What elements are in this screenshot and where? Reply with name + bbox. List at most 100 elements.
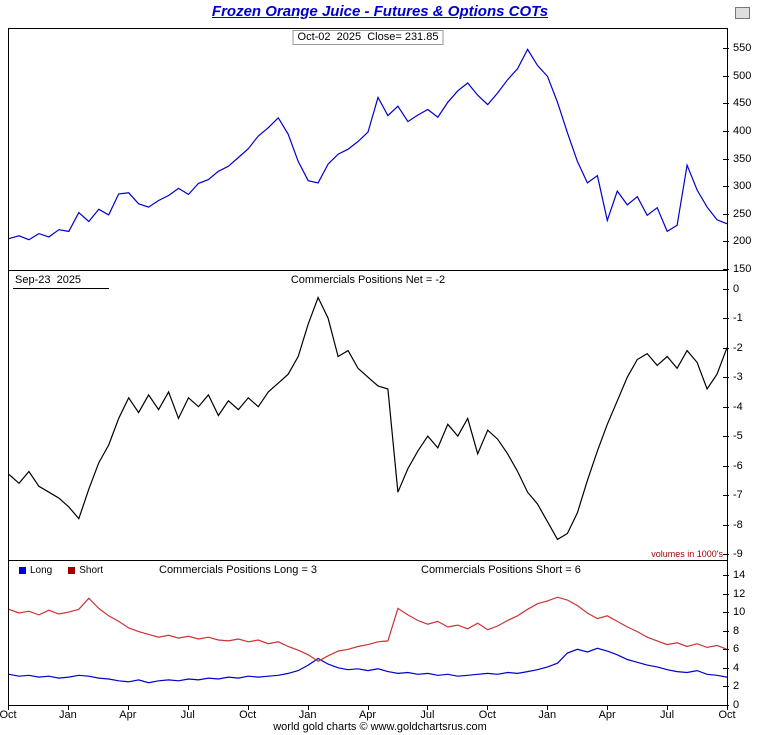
short-legend-swatch — [68, 567, 76, 574]
y-tick-mark — [723, 524, 729, 526]
y-tick-mark — [723, 612, 729, 614]
short-legend-label: Short — [79, 565, 104, 576]
y-tick-mark — [723, 465, 729, 467]
y-tick-mark — [723, 158, 729, 160]
window-icon[interactable] — [735, 7, 750, 19]
y-tick-label: -3 — [733, 371, 743, 384]
y-tick-label: 350 — [733, 152, 752, 165]
x-tick-label: Apr — [119, 709, 137, 721]
x-tick-mark — [127, 706, 129, 710]
y-tick-label: -2 — [733, 341, 743, 354]
x-tick-label: Jan — [59, 709, 77, 721]
y-tick-label: 12 — [733, 587, 746, 600]
y-tick-mark — [723, 377, 729, 379]
y-tick-label: -1 — [733, 312, 743, 325]
y-tick-mark — [723, 213, 729, 215]
x-tick-mark — [727, 706, 728, 710]
x-tick-label: Jan — [298, 709, 317, 721]
y-tick-label: 10 — [733, 606, 746, 619]
long-legend-swatch — [19, 567, 26, 574]
y-tick-label: -8 — [733, 518, 743, 531]
price-line — [9, 48, 727, 241]
y-tick-mark — [723, 186, 729, 188]
x-tick-mark — [547, 706, 549, 710]
volumes-note: volumes in 1000's — [651, 549, 723, 559]
long-line — [9, 647, 727, 684]
close-value-label: Oct-02 2025 Close= 231.85 — [292, 30, 444, 45]
y-tick-label: 400 — [733, 125, 752, 138]
y-tick-mark — [723, 318, 729, 320]
y-tick-label: -4 — [733, 400, 743, 413]
y-tick-mark — [723, 75, 729, 77]
report-date-label: Sep-23 2025 — [13, 274, 110, 289]
y-tick-label: 0 — [733, 699, 740, 711]
chart-title: Frozen Orange Juice - Futures & Options … — [211, 3, 549, 20]
y-tick-mark — [723, 593, 729, 595]
net-chart — [9, 295, 727, 541]
x-tick-label: Jul — [420, 709, 435, 721]
net-line — [9, 295, 727, 541]
y-tick-mark — [723, 347, 729, 349]
y-tick-label: 14 — [733, 568, 746, 581]
x-tick-mark — [8, 706, 9, 710]
y-tick-mark — [723, 554, 729, 556]
x-tick-label: Apr — [358, 709, 377, 721]
y-tick-label: 4 — [733, 661, 740, 674]
x-tick-label: Oct — [239, 709, 257, 721]
long-position-label: Commercials Positions Long = 3 — [159, 564, 318, 576]
y-tick-label: 250 — [733, 207, 752, 220]
y-tick-mark — [723, 288, 729, 290]
x-tick-mark — [607, 706, 609, 710]
x-tick-label: Jan — [538, 709, 557, 721]
short-line — [9, 596, 727, 662]
long-short-chart — [9, 596, 727, 684]
y-tick-mark — [723, 630, 729, 632]
y-tick-label: 200 — [733, 235, 752, 248]
y-tick-label: 8 — [733, 624, 740, 637]
x-tick-label: Oct — [0, 709, 17, 721]
y-tick-label: 150 — [733, 262, 752, 275]
y-tick-mark — [723, 495, 729, 497]
y-tick-label: 550 — [733, 42, 752, 55]
y-tick-label: 2 — [733, 680, 740, 693]
y-tick-mark — [723, 48, 729, 50]
x-tick-label: Oct — [718, 709, 736, 721]
y-tick-mark — [723, 268, 729, 270]
y-tick-label: -5 — [733, 430, 743, 443]
y-tick-mark — [723, 241, 729, 243]
price-panel: Oct-02 2025 Close= 231.85 — [8, 28, 728, 271]
y-tick-mark — [723, 705, 729, 706]
x-tick-label: Oct — [478, 709, 496, 721]
x-tick-mark — [187, 706, 189, 710]
x-tick-label: Apr — [598, 709, 616, 721]
long-short-panel: Long Short Commercials Positions Long = … — [8, 560, 728, 706]
footer-credit: world gold charts © www.goldchartsrus.co… — [273, 721, 487, 733]
x-tick-mark — [307, 706, 309, 710]
short-position-label: Commercials Positions Short = 6 — [421, 564, 581, 576]
y-tick-label: 0 — [733, 282, 740, 295]
y-tick-label: -6 — [733, 459, 743, 472]
y-tick-label: -7 — [733, 489, 743, 502]
y-tick-label: 6 — [733, 643, 740, 656]
net-position-label: Commercials Positions Net = -2 — [290, 274, 446, 286]
x-tick-mark — [667, 706, 669, 710]
long-legend-label: Long — [30, 565, 53, 576]
legend: Long Short — [19, 565, 119, 576]
x-tick-mark — [367, 706, 369, 710]
y-tick-label: -9 — [733, 548, 743, 561]
x-tick-label: Jul — [180, 709, 195, 721]
y-tick-mark — [723, 649, 729, 651]
y-tick-mark — [723, 686, 729, 688]
x-tick-mark — [247, 706, 249, 710]
commercials-net-panel: Sep-23 2025 Commercials Positions Net = … — [8, 270, 728, 561]
y-tick-label: 500 — [733, 69, 752, 82]
y-tick-mark — [723, 436, 729, 438]
y-tick-label: 300 — [733, 180, 752, 193]
y-tick-label: 450 — [733, 97, 752, 110]
price-chart — [9, 48, 727, 241]
x-tick-mark — [67, 706, 69, 710]
y-tick-mark — [723, 131, 729, 133]
x-tick-mark — [487, 706, 489, 710]
y-tick-mark — [723, 103, 729, 105]
